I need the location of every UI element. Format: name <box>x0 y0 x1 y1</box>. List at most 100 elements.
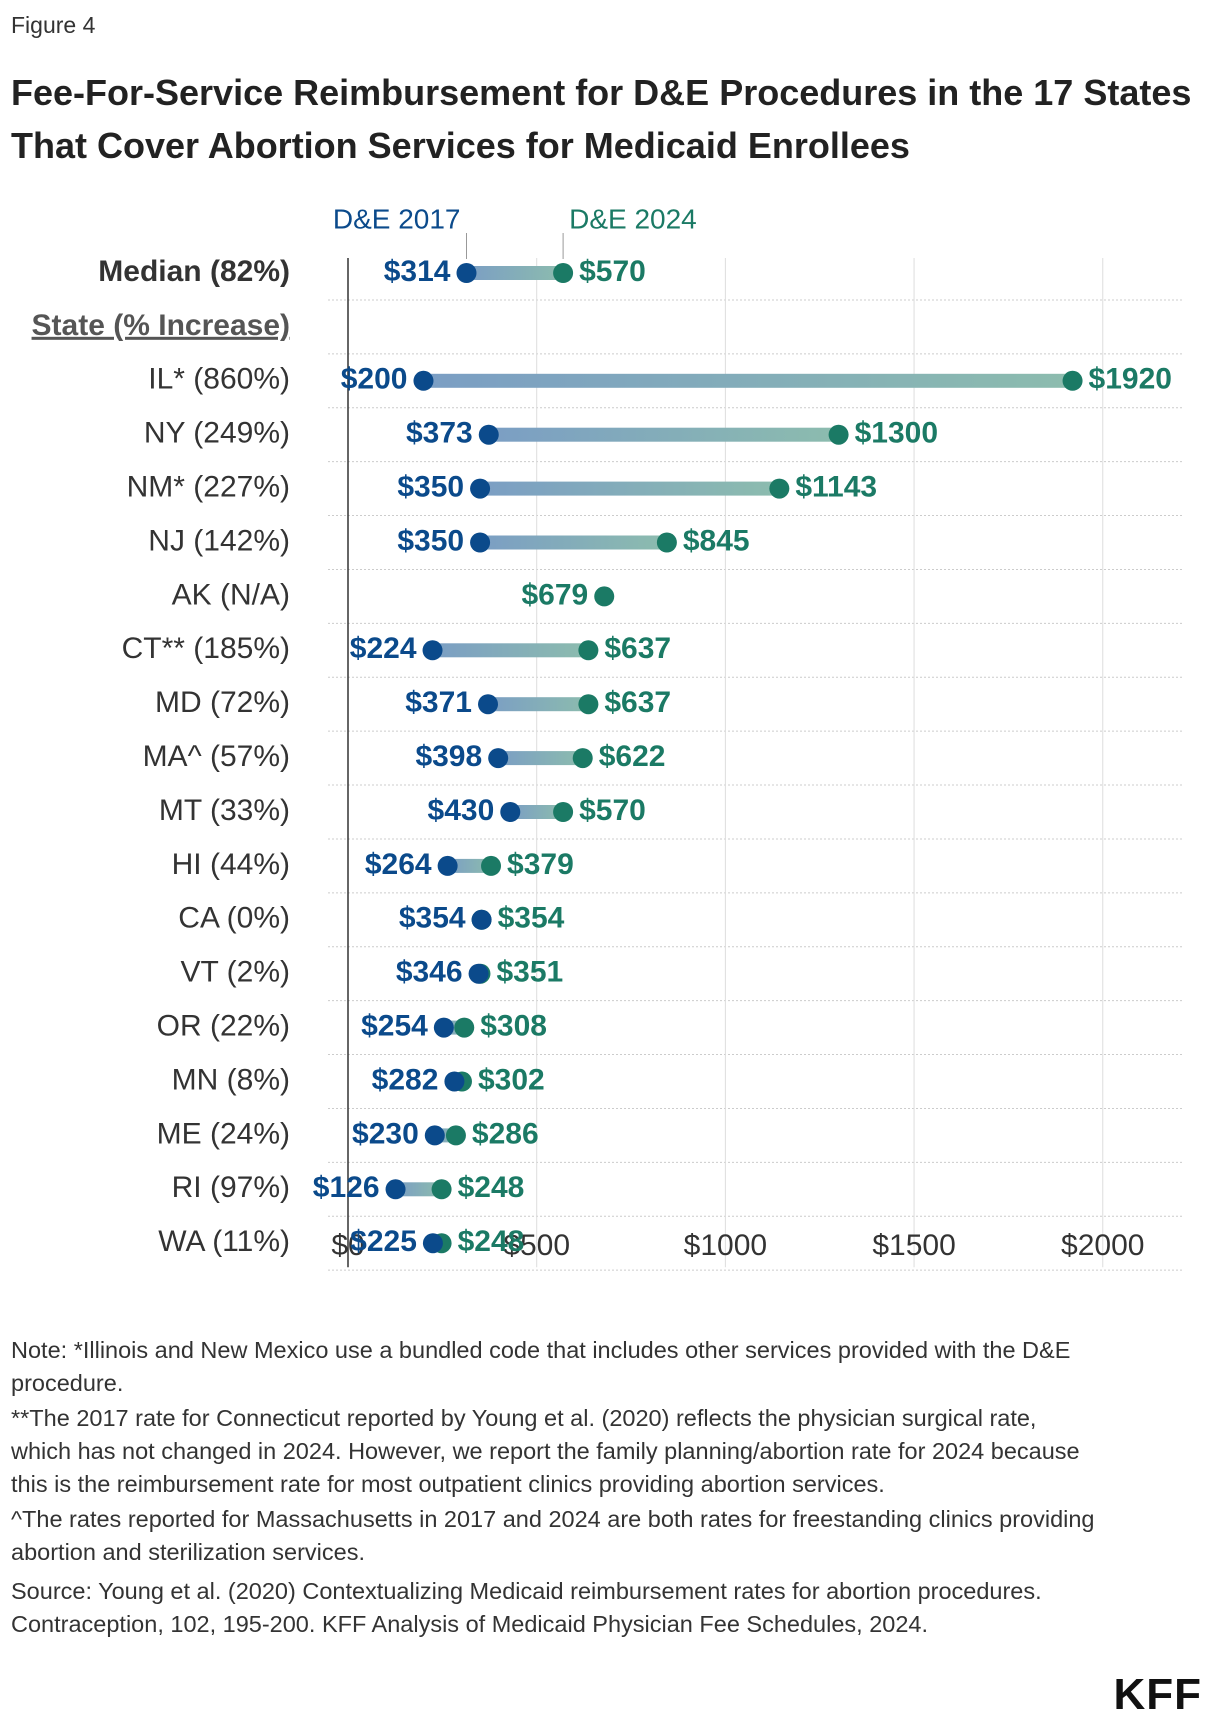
value-label: $637 <box>604 686 671 719</box>
category-label: MN (8%) <box>172 1063 290 1096</box>
value-label: $225 <box>350 1225 417 1258</box>
legend-label: D&E 2024 <box>569 203 697 234</box>
value-label: $286 <box>472 1117 539 1150</box>
note: ^The rates reported for Massachusetts in… <box>11 1506 1095 1565</box>
dot-2024 <box>481 855 502 876</box>
value-label: $373 <box>406 417 473 450</box>
category-label: NM* (227%) <box>127 471 290 504</box>
value-label: $1143 <box>795 471 877 504</box>
dot-2017 <box>422 1233 443 1254</box>
dot-2024 <box>445 1125 466 1146</box>
value-label: $379 <box>507 848 574 881</box>
value-label: $224 <box>350 632 417 665</box>
value-label: $570 <box>579 255 646 288</box>
category-label: HI (44%) <box>172 848 290 881</box>
category-label: CA (0%) <box>178 902 290 935</box>
category-label: Median (82%) <box>98 255 290 288</box>
dot-2017 <box>471 909 492 930</box>
dot-2017 <box>470 532 491 553</box>
category-label: CT** (185%) <box>122 632 290 665</box>
dot-2024 <box>578 694 599 715</box>
dot-2017 <box>500 802 521 822</box>
dot-2017 <box>456 263 477 283</box>
category-label: MA^ (57%) <box>143 740 290 773</box>
dot-2024 <box>594 586 615 607</box>
value-label: $430 <box>428 794 495 827</box>
dot-2017 <box>470 478 491 499</box>
dot-2024 <box>578 640 599 661</box>
value-label: $264 <box>365 848 432 881</box>
value-label: $354 <box>498 902 565 935</box>
dot-2017 <box>413 370 434 391</box>
value-label: $679 <box>521 578 588 611</box>
value-label: $282 <box>372 1063 439 1096</box>
range-bar <box>480 481 780 496</box>
value-label: $371 <box>405 686 472 719</box>
dot-2024 <box>553 263 574 283</box>
value-label: $350 <box>397 471 464 504</box>
range-bar <box>480 535 667 550</box>
category-label: MD (72%) <box>155 686 290 719</box>
figure-label: Figure 4 <box>11 12 96 38</box>
value-label: $230 <box>352 1117 419 1150</box>
dot-2017 <box>488 748 509 769</box>
category-label: MT (33%) <box>159 794 290 827</box>
category-label: WA (11%) <box>158 1225 290 1258</box>
dot-2017 <box>478 694 499 715</box>
category-label: RI (97%) <box>172 1171 290 1204</box>
dot-2017 <box>468 963 489 984</box>
category-label: State (% Increase) <box>32 309 290 342</box>
dot-2024 <box>454 1017 475 1038</box>
x-tick-label: $2000 <box>1061 1229 1144 1262</box>
category-label: IL* (860%) <box>148 363 290 396</box>
notes: Note: *Illinois and New Mexico use a bun… <box>11 1334 1101 1643</box>
value-label: $351 <box>496 956 563 989</box>
chart-title: Fee-For-Service Reimbursement for D&E Pr… <box>11 72 1192 166</box>
dot-2024 <box>1062 370 1083 391</box>
value-label: $637 <box>604 632 671 665</box>
value-label: $314 <box>384 255 451 288</box>
value-label: $346 <box>396 956 463 989</box>
range-bar <box>447 858 492 873</box>
category-label: NY (249%) <box>144 417 290 450</box>
category-label: AK (N/A) <box>172 578 290 611</box>
legend-label: D&E 2017 <box>333 203 461 234</box>
value-label: $845 <box>683 524 750 557</box>
value-label: $398 <box>415 740 482 773</box>
value-label: $200 <box>341 363 408 396</box>
value-label: $248 <box>458 1225 525 1258</box>
dot-2017 <box>422 640 443 661</box>
value-label: $302 <box>478 1063 545 1096</box>
value-label: $350 <box>397 524 464 557</box>
value-label: $622 <box>599 740 666 773</box>
x-tick-label: $1000 <box>684 1229 767 1262</box>
range-bar <box>395 1182 442 1197</box>
value-label: $248 <box>458 1171 525 1204</box>
dot-2024 <box>769 478 790 499</box>
dot-2024 <box>828 424 849 445</box>
range-bar <box>466 266 564 280</box>
value-label: $1300 <box>855 417 938 450</box>
dot-2024 <box>656 532 677 553</box>
dot-2017 <box>433 1017 454 1038</box>
x-tick-label: $0 <box>331 1229 364 1262</box>
dot-2024 <box>572 748 593 769</box>
range-bar <box>510 805 564 819</box>
dot-2017 <box>385 1179 406 1200</box>
x-tick-label: $500 <box>503 1229 570 1262</box>
chart: $0 $500 $1000 $1500 $2000 Median (82%) $570 $31… <box>32 203 1182 1271</box>
category-label: VT (2%) <box>181 956 290 989</box>
range-bar <box>498 751 583 766</box>
value-label: $570 <box>579 794 646 827</box>
value-label: $308 <box>480 1010 547 1043</box>
category-label: OR (22%) <box>157 1010 290 1043</box>
dot-2017 <box>478 424 499 445</box>
dot-2017 <box>424 1125 445 1146</box>
x-tick-label: $1500 <box>872 1229 955 1262</box>
range-bar <box>488 427 839 442</box>
logo: KFF <box>1113 1670 1202 1719</box>
dot-2017 <box>437 855 458 876</box>
note: **The 2017 rate for Connecticut reported… <box>11 1405 1080 1497</box>
range-bar <box>432 643 589 658</box>
